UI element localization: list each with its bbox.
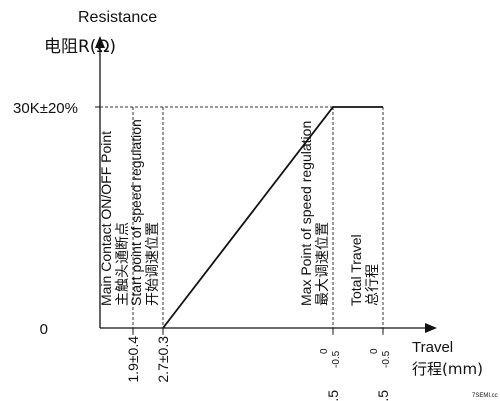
x-tick-tolerance-upper: 0 <box>369 348 380 354</box>
x-tick-label: 1.9±0.4 <box>125 336 141 383</box>
x-axis-title-cn: 行程(mm) <box>412 360 483 378</box>
annotation-label-cn: 主触头通断点 <box>115 222 131 306</box>
annotation-label: Start point of speed regulation <box>128 119 144 306</box>
x-tick-label: 8.5 <box>375 390 391 401</box>
annotation-label-cn: 总行程 <box>365 264 381 306</box>
plot-area: 30K±20% 0 Main Contact ON/OFF Point 主触头通断点S… <box>13 100 392 401</box>
x-tick-tolerance-lower: -0.5 <box>381 350 392 368</box>
x-tick-tolerance-upper: 0 <box>319 348 330 354</box>
annotation-label-cn: 最大调速位置 <box>315 222 331 306</box>
annotation-label: Max Point of speed regulation <box>298 121 314 306</box>
y-axis-title: Resistance <box>78 9 157 26</box>
watermark: 7SEMI.cc <box>472 393 498 399</box>
y-tick-label: 0 <box>40 321 48 338</box>
y-tick-label: 30K±20% <box>13 100 78 117</box>
annotation-label: Main Contact ON/OFF Point <box>98 131 114 306</box>
x-tick-label: 2.7±0.3 <box>155 336 171 383</box>
x-axis-arrow-icon <box>425 323 437 333</box>
resistance-series-line <box>162 106 383 329</box>
annotation-label: Total Travel <box>348 234 364 306</box>
x-axis-title: Travel <box>412 339 453 356</box>
x-tick-tolerance-lower: -0.5 <box>331 350 342 368</box>
y-axis-arrow-icon <box>95 36 105 48</box>
annotation-label-cn: 开始调速位置 <box>145 222 161 306</box>
y-axis-title-cn: 电阻R(Ω) <box>44 37 116 57</box>
x-tick-label: 7.5 <box>325 390 341 401</box>
